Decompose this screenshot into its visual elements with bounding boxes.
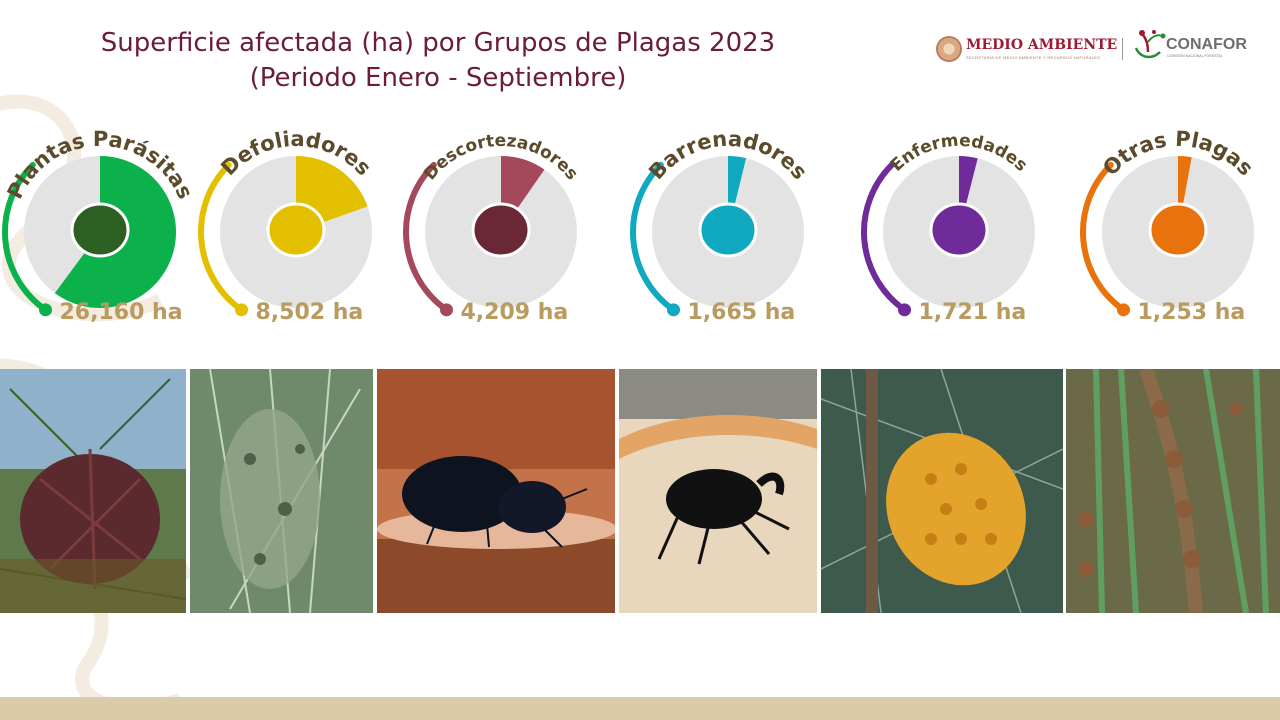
barrenadores-value-label: 1,665 ha bbox=[688, 300, 796, 325]
descortezadores-value-label: 4,209 ha bbox=[461, 300, 569, 325]
barrenadores-arc-dot bbox=[667, 303, 681, 317]
barrenadores-photo bbox=[619, 369, 817, 613]
conafor-text: CONAFOR bbox=[1166, 36, 1247, 53]
enfermedades-outer-arc bbox=[861, 161, 908, 313]
enfermedades-value-label: 1,721 ha bbox=[919, 300, 1027, 325]
footer-bar bbox=[0, 697, 1280, 720]
defoliadores-outer-arc bbox=[198, 161, 245, 313]
medio-ambiente-logo: MEDIO AMBIENTE SECRETARÍA DE MEDIO AMBIE… bbox=[936, 34, 1118, 64]
plantas-parasitas-arc-dot bbox=[39, 303, 53, 317]
enfermedades-pie-center bbox=[929, 202, 989, 258]
conafor-subtext: COMISIÓN NACIONAL FORESTAL bbox=[1167, 54, 1223, 58]
otras-plagas-arc-dot bbox=[1117, 303, 1131, 317]
plantas-parasitas-photo bbox=[0, 369, 186, 613]
barrenadores-pie-center bbox=[698, 202, 758, 258]
descortezadores-outer-arc bbox=[403, 161, 450, 313]
defoliadores-pie-center bbox=[266, 202, 326, 258]
seal-icon bbox=[936, 36, 962, 62]
plantas-parasitas-outer-arc bbox=[2, 161, 49, 313]
otras-plagas-outer-arc bbox=[1080, 161, 1127, 313]
otras-plagas-photo bbox=[1066, 369, 1280, 613]
defoliadores-arc-dot bbox=[235, 303, 249, 317]
logo-divider bbox=[1122, 38, 1123, 60]
enfermedades-photo bbox=[821, 369, 1063, 613]
otras-plagas-pie-center bbox=[1148, 202, 1208, 258]
otras-plagas-value-label: 1,253 ha bbox=[1138, 300, 1246, 325]
medio-ambiente-text: MEDIO AMBIENTE bbox=[966, 37, 1118, 53]
conafor-tree-icon bbox=[1134, 30, 1166, 59]
barrenadores-outer-arc bbox=[630, 161, 677, 313]
defoliadores-value-label: 8,502 ha bbox=[256, 300, 364, 325]
descortezadores-arc-dot bbox=[440, 303, 454, 317]
descortezadores-photo bbox=[377, 369, 615, 613]
photo-strip bbox=[0, 369, 1280, 613]
medio-ambiente-subtext: SECRETARÍA DE MEDIO AMBIENTE Y RECURSOS … bbox=[966, 55, 1101, 60]
defoliadores-photo bbox=[190, 369, 373, 613]
title-line-2: (Periodo Enero - Septiembre) bbox=[249, 63, 627, 93]
title-line-1: Superficie afectada (ha) por Grupos de P… bbox=[100, 28, 776, 58]
enfermedades-arc-dot bbox=[898, 303, 912, 317]
plantas-parasitas-value-label: 26,160 ha bbox=[60, 300, 183, 325]
page-title: Superficie afectada (ha) por Grupos de P… bbox=[0, 26, 876, 96]
plantas-parasitas-pie-center bbox=[70, 202, 130, 258]
descortezadores-pie-center bbox=[471, 202, 531, 258]
logos: MEDIO AMBIENTE SECRETARÍA DE MEDIO AMBIE… bbox=[936, 28, 1256, 68]
